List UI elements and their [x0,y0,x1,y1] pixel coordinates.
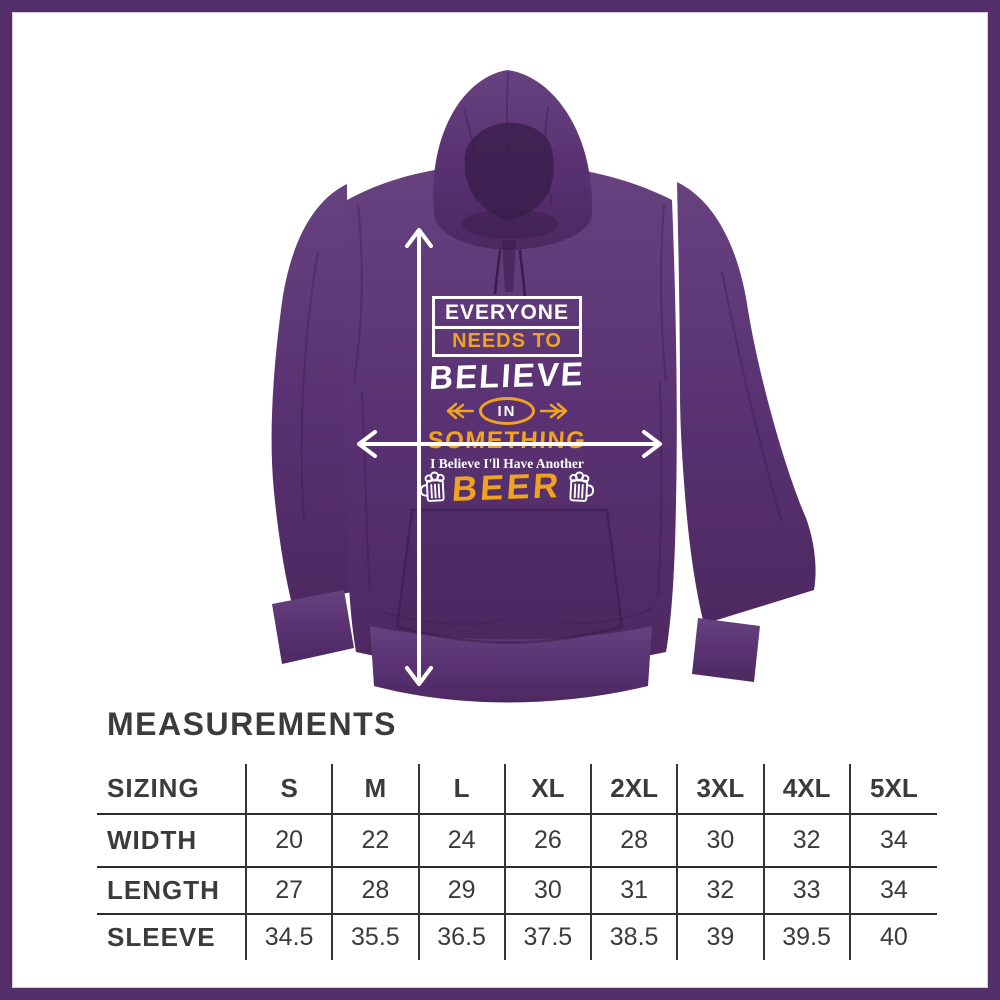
print-top-box: EVERYONE NEEDS TO [432,296,582,357]
sleeve-s: 34.5 [247,913,334,960]
width-5xl: 34 [850,813,937,866]
width-4xl: 32 [764,813,851,866]
sleeve-3xl: 39 [678,913,765,960]
sleeve-l: 36.5 [419,913,506,960]
length-4xl: 33 [764,866,851,913]
length-xl: 30 [505,866,592,913]
col-header-l: L [420,764,506,813]
print-in-text: IN [497,402,517,420]
print-in-oval: IN [479,397,535,425]
length-m: 28 [333,866,420,913]
hoodie-right-sleeve [677,182,816,624]
fabric-folds [300,71,783,626]
sleeve-4xl: 39.5 [764,913,851,960]
print-tagline-text: I Believe I'll Have Another [430,456,584,471]
beer-mug-left-icon [420,471,445,502]
print-in-ornament-row: IN [357,397,657,425]
hood-front-fold [502,240,516,292]
beer-mug-right-icon [569,471,594,502]
col-header-sizing: SIZING [97,764,247,813]
arrow-fletching-right-icon [540,402,568,420]
hoodie-right-cuff [692,618,760,682]
print-beer-text: BEER [451,466,563,509]
length-s: 27 [247,866,334,913]
sleeve-m: 35.5 [333,913,420,960]
hoodie-print: EVERYONE NEEDS TO BELIEVE IN SOMETHING [357,52,657,712]
length-3xl: 32 [678,866,765,913]
hood-opening-shadow [464,122,554,220]
length-2xl: 31 [592,866,679,913]
hoodie-left-sleeve [271,184,352,604]
hoodie-hem-band [370,626,652,703]
width-xl: 26 [505,813,592,866]
row-label-width: WIDTH [97,813,247,866]
measurements-title: MEASUREMENTS [107,706,398,742]
hoodie-product-image: EVERYONE NEEDS TO BELIEVE IN SOMETHING [252,52,822,712]
print-something-text: SOMETHING [426,427,588,454]
col-header-xl: XL [506,764,592,813]
col-header-m: M [333,764,420,813]
print-beer-row: BEER [357,466,657,509]
length-l: 29 [419,866,506,913]
hoodie-left-cuff [272,590,354,664]
width-s: 20 [247,813,334,866]
col-header-3xl: 3XL [678,764,765,813]
width-3xl: 30 [678,813,765,866]
row-label-length: LENGTH [97,866,247,913]
size-chart-table: SIZING S M L XL 2XL 3XL 4XL 5XL WIDTH 20… [97,764,937,960]
col-header-s: S [247,764,334,813]
sleeve-5xl: 40 [850,913,937,960]
width-2xl: 28 [592,813,679,866]
sleeve-2xl: 38.5 [592,913,679,960]
width-l: 24 [419,813,506,866]
col-header-4xl: 4XL [765,764,851,813]
col-header-2xl: 2XL [592,764,679,813]
arrow-fletching-left-icon [446,402,474,420]
width-m: 22 [333,813,420,866]
print-everyone-text: EVERYONE [435,299,579,329]
row-label-sleeve: SLEEVE [97,913,247,960]
hood-drawcords [493,249,527,299]
sleeve-xl: 37.5 [505,913,592,960]
col-header-5xl: 5XL [870,773,918,803]
print-needs-to-text: NEEDS TO [452,330,562,352]
print-believe-text: BELIEVE [428,354,586,397]
length-5xl: 34 [850,866,937,913]
